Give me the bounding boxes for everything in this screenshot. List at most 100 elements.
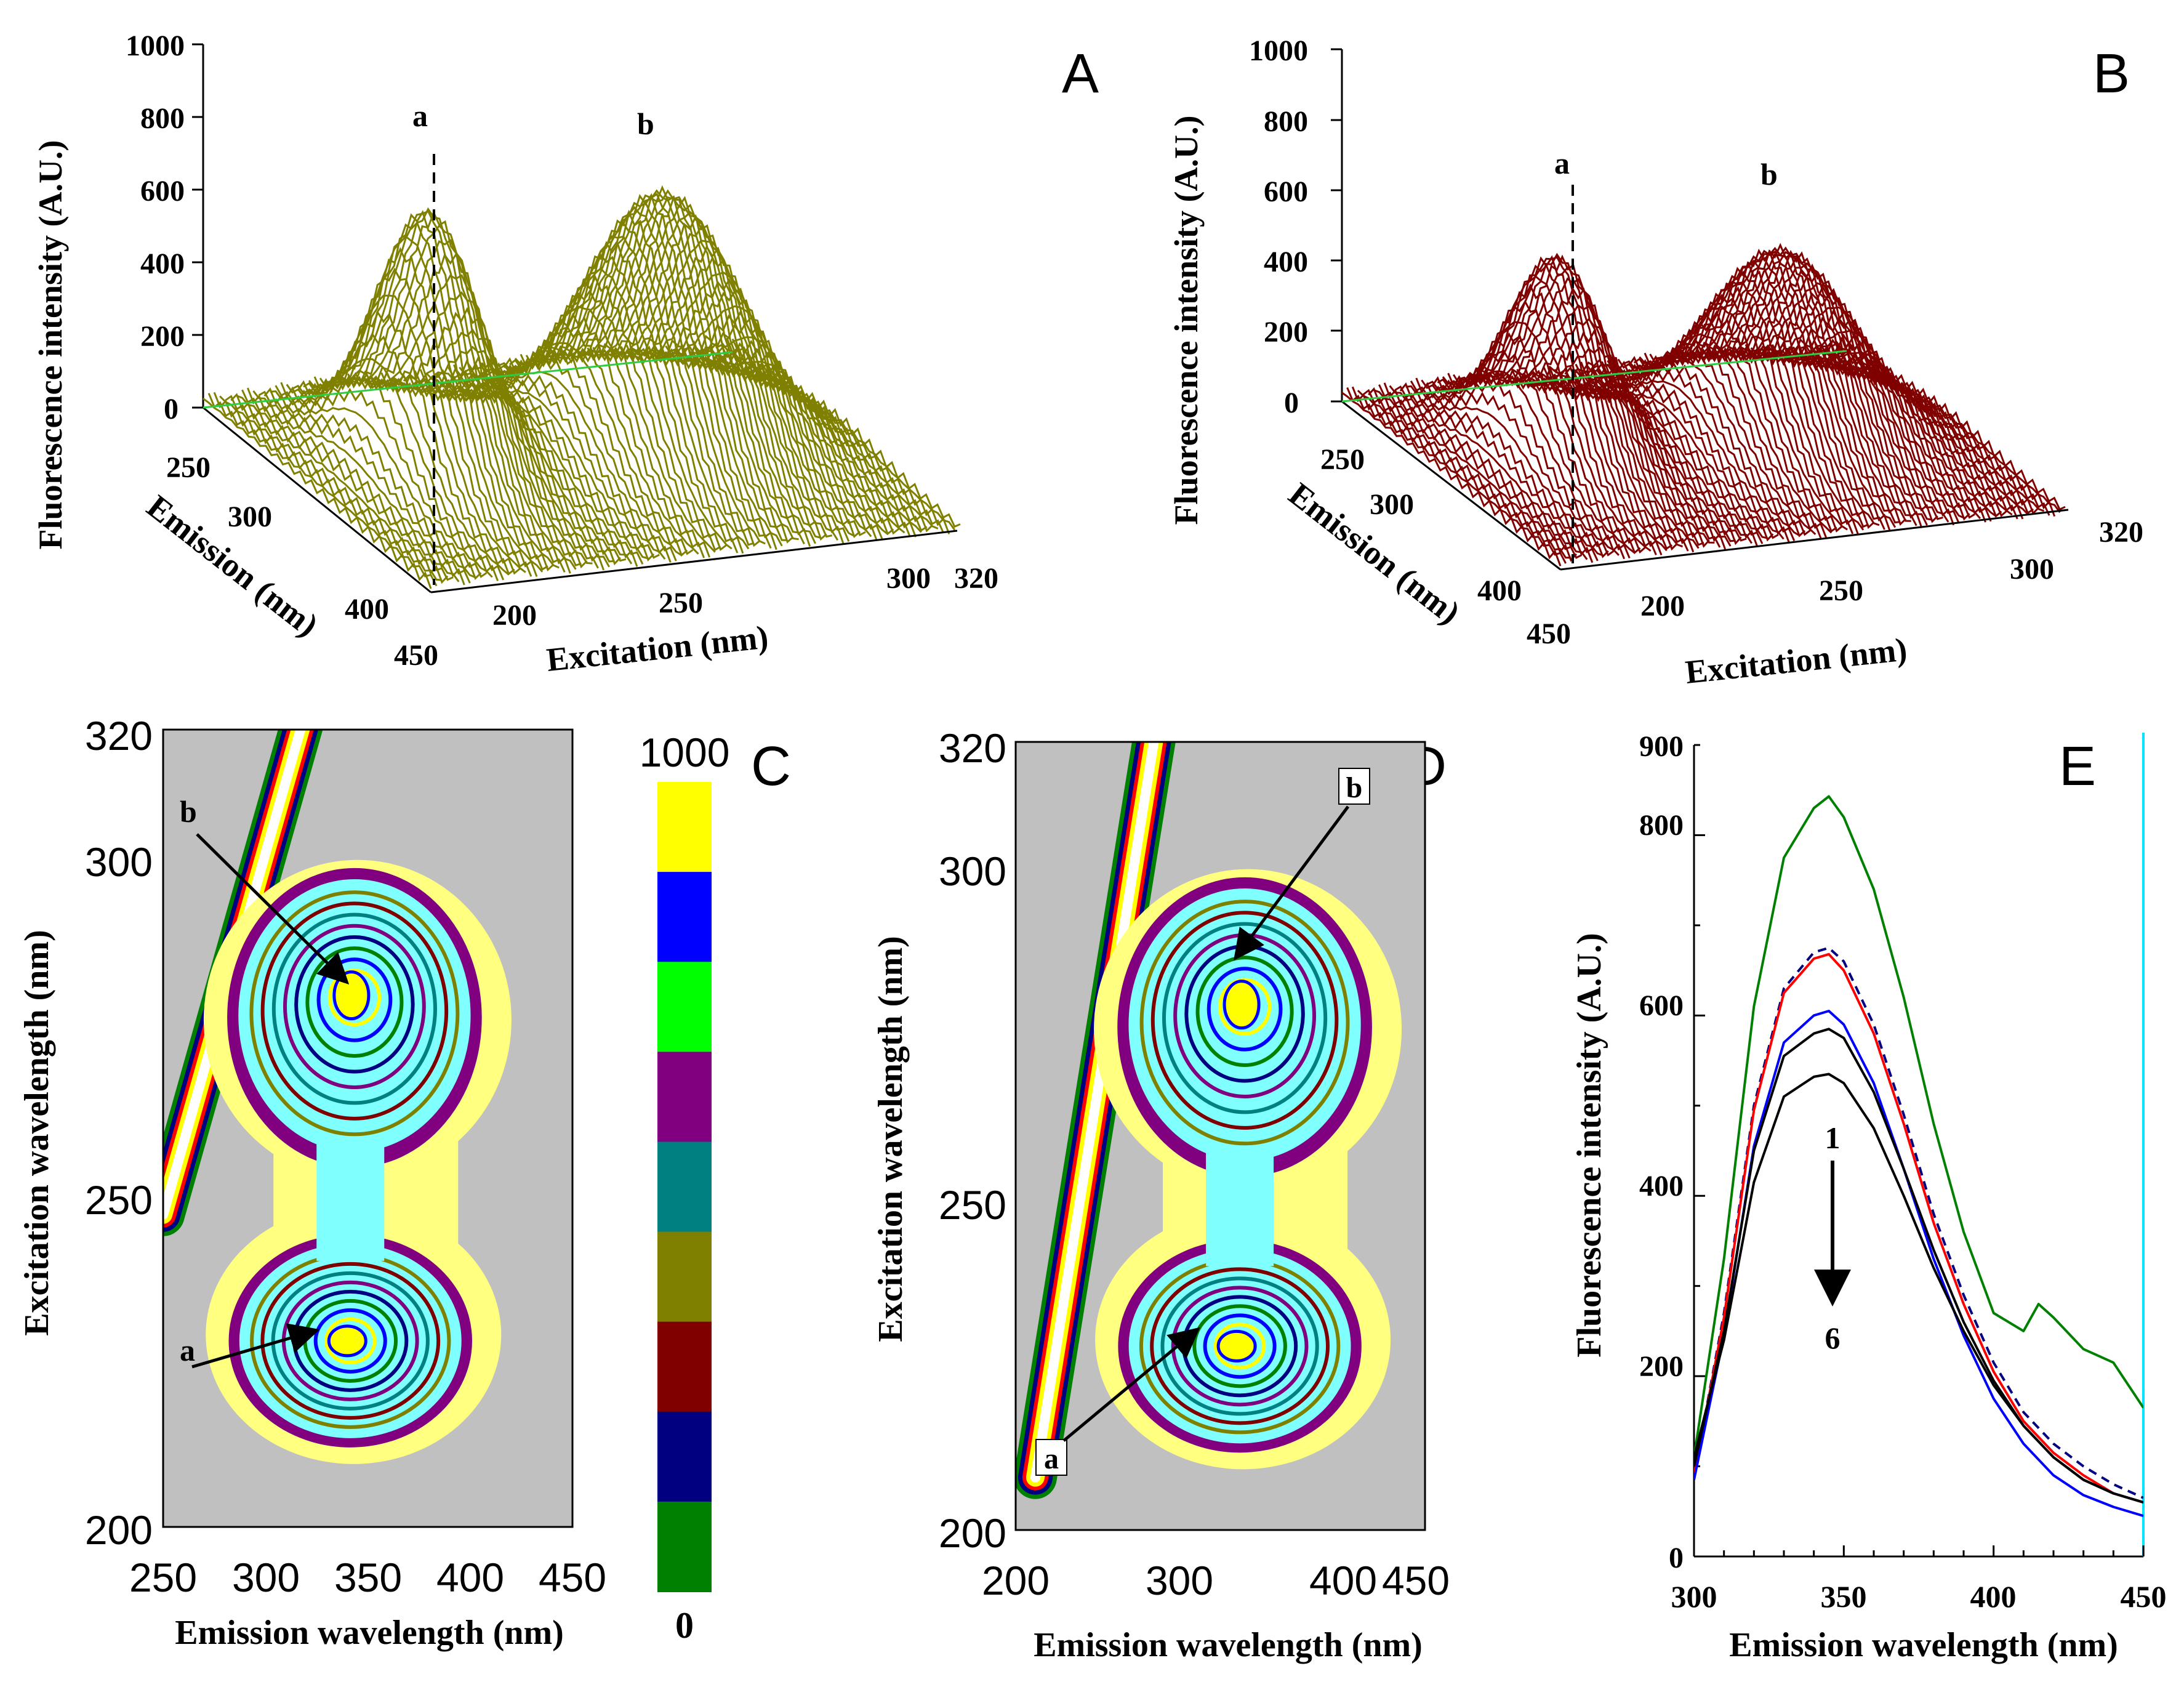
panel-b-emission-ticks: 250 300 400 450 (1320, 443, 1571, 650)
panel-b-z-tick: 600 (1264, 175, 1342, 208)
surface-slice (1469, 254, 1689, 552)
surface-slice (598, 225, 827, 541)
panel-d-x-tick: 300 (1146, 1558, 1213, 1603)
peak-core (327, 1324, 367, 1358)
surface-slice (270, 372, 499, 581)
surface-slice (1378, 384, 1599, 562)
panel-c-y-tick: 250 (85, 1177, 153, 1223)
contour-ring (283, 924, 426, 1089)
panel-a-peak-a-label: a (412, 99, 428, 133)
panel-b-z-tick-label: 200 (1264, 316, 1308, 348)
surface-slice (1570, 369, 1790, 543)
panel-b-excitation-tick: 320 (2099, 516, 2143, 549)
surface-slice (1845, 337, 2066, 511)
surface-slice (313, 221, 544, 573)
panel-a-z-tick: 800 (140, 102, 203, 135)
contour-ring (260, 1262, 441, 1420)
panel-a-z-tick: 600 (140, 175, 203, 207)
surface-slice (425, 372, 655, 562)
panel-a-z-tick-label: 800 (140, 102, 185, 135)
panel-b-z-tick: 400 (1264, 246, 1342, 278)
colorbar-swatch (657, 1501, 712, 1592)
surface-slice (1362, 389, 1583, 559)
panel-d-x-tick: 400 (1309, 1558, 1377, 1603)
panel-e-x-tick: 350 (1821, 1579, 1867, 1614)
surface-slice (325, 210, 555, 572)
panel-d-frame (1014, 741, 1426, 1531)
surface-slice (241, 389, 471, 584)
panel-c-letter: C (751, 736, 791, 797)
panel-d-y-tick: 320 (939, 725, 1006, 771)
series-line-1 (1694, 795, 2143, 1458)
panel-d-peak-a-label: a (1044, 1443, 1059, 1475)
surface-slice (1728, 284, 1949, 523)
colorbar-swatch (657, 1411, 712, 1502)
colorbar-swatch (657, 962, 712, 1053)
colorbar-swatch (657, 1231, 712, 1323)
panel-b-z-tick-label: 0 (1284, 387, 1299, 419)
panel-a-excitation-ticks: 200 250 300 320 (492, 562, 998, 632)
panel-b-excitation-label: Excitation (nm) (1684, 630, 1909, 690)
contour-waist (316, 1137, 385, 1261)
contour-ring (327, 968, 382, 1027)
panel-b-emission-axis (1341, 400, 1561, 571)
panel-c-peak-b-label: b (180, 794, 197, 829)
surface-slice (1575, 363, 1796, 541)
surface-slice (1458, 256, 1678, 551)
panel-e-lines (1694, 795, 2143, 1518)
panel-c-y-tick: 300 (85, 839, 153, 885)
surface-slice (397, 374, 627, 562)
colorbar-swatch (657, 782, 712, 873)
panel-a-emission-ticks: 250 300 400 450 (166, 451, 438, 672)
panel-a-emission-tick: 450 (394, 639, 438, 672)
panel-b-z-tick: 0 (1284, 387, 1342, 419)
series-line-4 (1694, 1010, 2143, 1518)
contour-ring (1218, 978, 1272, 1036)
panel-e-x-tick: 400 (1970, 1579, 2017, 1614)
panel-a: A 1000 800 600 400 200 0 Fluorescence in… (32, 30, 1099, 678)
surface-slice (1554, 369, 1774, 542)
panel-c-y-ticks: 320 300 250 200 (85, 713, 153, 1553)
contour-ring (1206, 967, 1283, 1052)
surface-slice (731, 338, 961, 528)
surface-slice (1341, 392, 1562, 566)
colorbar-swatch (657, 872, 712, 963)
surface-slice (1585, 361, 1806, 538)
surface-slice (525, 209, 755, 546)
panel-e-y-tick: 900 (1639, 730, 1684, 763)
panel-b-z-tick-label: 600 (1264, 175, 1308, 208)
panel-c-arrow-a (191, 1323, 320, 1369)
panel-e-x-tick-labels: 300 350 400 450 (1671, 1579, 2167, 1614)
surface-slice (353, 252, 582, 567)
panel-c-x-tick: 300 (232, 1555, 300, 1600)
panel-b: B 1000 800 600 400 200 0 Fluorescence in… (1168, 34, 2143, 691)
panel-c-frame (162, 728, 574, 1528)
series-line-5 (1694, 1028, 2143, 1504)
surface-slice (1777, 342, 1997, 517)
contour-ring (271, 912, 437, 1105)
contour-ring (271, 1271, 430, 1411)
panel-d: D b a 320 300 250 200 200 300 400 450 Em… (872, 725, 1450, 1664)
contour-waist (1206, 1146, 1274, 1266)
contour-ring (1160, 1276, 1319, 1416)
surface-slice (1788, 346, 2008, 517)
panel-b-emission-tick: 300 (1370, 488, 1414, 521)
panel-a-z-tick-label: 0 (164, 393, 179, 425)
panel-b-excitation-tick: 250 (1819, 574, 1863, 607)
panel-b-z-tick: 200 (1264, 316, 1342, 348)
panel-c-arrow-b (196, 833, 350, 985)
surface-slice (715, 344, 945, 534)
surface-slice (1479, 277, 1700, 549)
panel-b-peak-b-label: b (1760, 157, 1778, 191)
panel-e-y-tick: 600 (1639, 989, 1684, 1022)
contour-ring (1162, 922, 1328, 1114)
panel-d-x-tick: 200 (982, 1558, 1050, 1603)
panel-c: C b a 320 300 250 200 250 300 350 400 45… (18, 713, 791, 1652)
surface-slice (570, 196, 799, 541)
panel-b-peak-a-label: a (1554, 146, 1570, 180)
surface-slice (330, 207, 560, 569)
contour-ring (316, 957, 393, 1042)
surface-slice (1580, 361, 1801, 537)
panel-e-x-tick: 450 (2121, 1579, 2167, 1614)
